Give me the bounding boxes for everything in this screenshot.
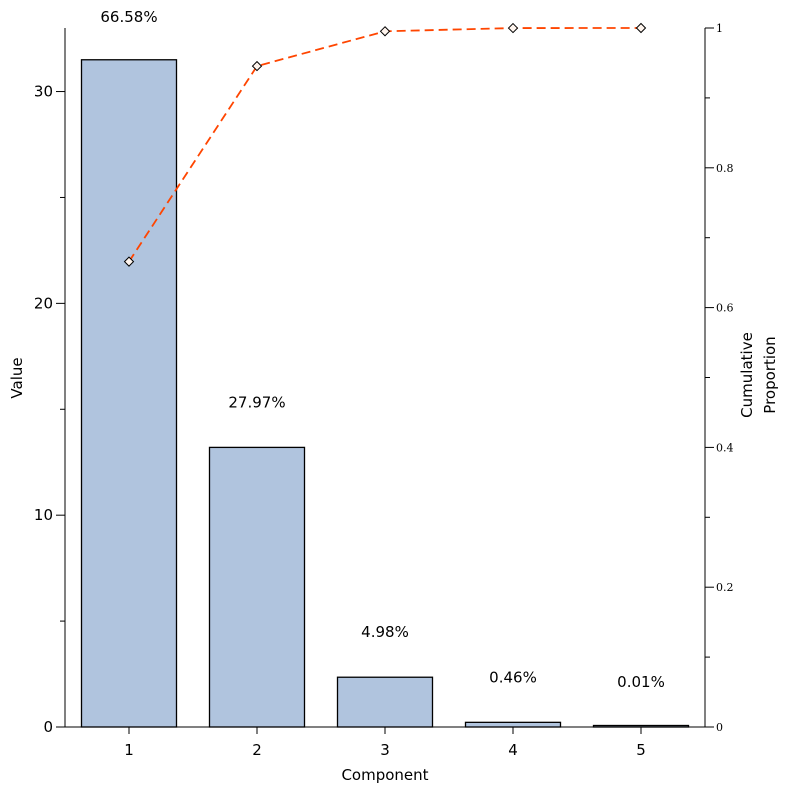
cumulative-point-5 <box>635 22 647 34</box>
x-tick-label: 4 <box>508 741 518 759</box>
y-tick-label: 20 <box>34 294 53 312</box>
bar-label-1: 66.58% <box>100 8 157 26</box>
y2-tick-label: 0.6 <box>716 302 734 315</box>
bars-layer <box>80 59 690 728</box>
y-tick-label: 30 <box>34 83 53 101</box>
cumulative-point-1 <box>123 256 135 267</box>
y-axis-label: Value <box>8 357 26 398</box>
x-tick-label: 2 <box>252 741 262 759</box>
y2-tick-label: 0.8 <box>716 162 734 175</box>
y-tick-label: 10 <box>34 506 53 524</box>
cumulative-line <box>128 27 642 263</box>
y2-tick-label: 0.4 <box>716 441 734 454</box>
y2-tick-label: 0 <box>716 721 723 734</box>
bar-label-4: 0.46% <box>489 668 537 686</box>
x-axis-label: Component <box>341 766 428 784</box>
bar-label-3: 4.98% <box>361 623 409 641</box>
cumulative-line-layer <box>123 22 647 267</box>
y2-axis-label-line1: Cumulative <box>738 332 756 418</box>
bar-2 <box>208 446 306 728</box>
y2-tick-label: 0.2 <box>716 581 734 594</box>
cumulative-point-4 <box>507 22 519 34</box>
bar-labels-layer: 66.58% 27.97% 4.98% 0.46% 0.01% <box>100 8 664 691</box>
bar-label-5: 0.01% <box>617 673 665 691</box>
x-tick-label: 3 <box>380 741 390 759</box>
bar-1 <box>80 59 178 728</box>
cumulative-point-2 <box>251 60 263 72</box>
y2-axis-label-line2: Proportion <box>761 336 779 413</box>
cumulative-point-3 <box>379 26 391 37</box>
y-tick-label: 0 <box>43 718 53 736</box>
x-tick-label: 1 <box>124 741 134 759</box>
y2-tick-label: 1 <box>716 22 723 35</box>
bar-3 <box>336 676 434 728</box>
bar-label-2: 27.97% <box>228 393 285 411</box>
bar-4 <box>464 721 562 728</box>
x-tick-label: 5 <box>636 741 646 759</box>
axes-layer: 0 10 20 30 0 0.2 0.4 0.6 0.8 1 1 2 3 4 5 <box>34 22 734 759</box>
